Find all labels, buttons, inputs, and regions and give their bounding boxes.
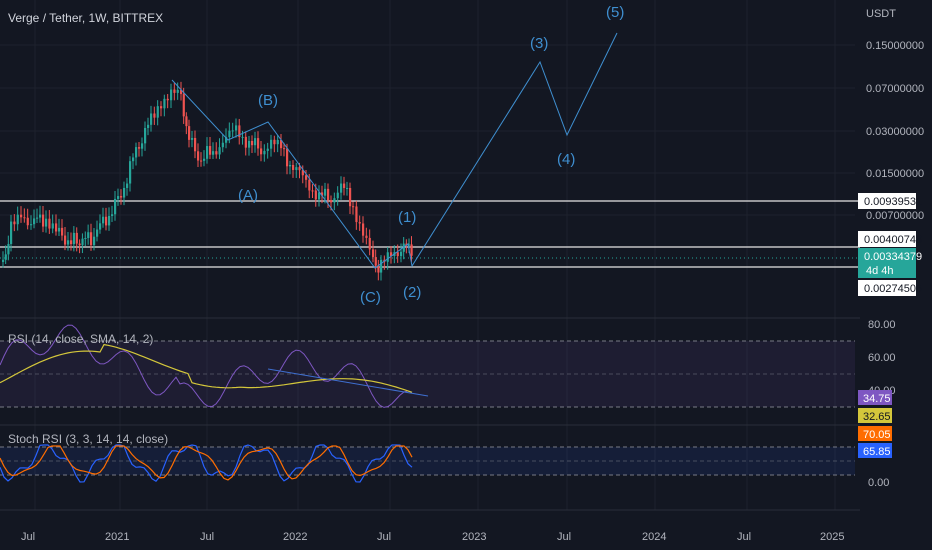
price-tag-level1: 0.00939531 (864, 196, 922, 208)
stoch-indicator-label[interactable]: Stoch RSI (3, 3, 14, 14, close) (8, 432, 169, 446)
wave-label-1: (1) (398, 209, 416, 226)
price-tag-level2-box (858, 231, 916, 247)
rsi-sma-tag: 32.65 (863, 411, 891, 423)
rsi-trendline[interactable] (267, 368, 429, 397)
rsi-value-tag: 34.75 (863, 393, 891, 405)
rsi-sma-tag-box (858, 408, 892, 423)
price-tick-4: 0.00700000 (866, 210, 924, 222)
price-tag-current-box (858, 248, 916, 278)
time-label-0: Jul (21, 531, 35, 543)
price-tag-level3-box (858, 280, 916, 296)
rsi-tick-60: 60.00 (868, 352, 896, 364)
time-label-8: Jul (737, 531, 751, 543)
wave-label-5: (5) (606, 4, 624, 21)
stoch-d-tag-box (858, 443, 892, 458)
wave-label-c: (C) (360, 289, 381, 306)
stoch-tick-0: 0.00 (868, 477, 889, 489)
wave-label-4: (4) (557, 151, 575, 168)
chart-title[interactable]: Verge / Tether, 1W, BITTREX (8, 11, 164, 25)
bar-countdown: 4d 4h (866, 265, 894, 277)
time-label-4: Jul (377, 531, 391, 543)
time-label-5: 2023 (462, 531, 486, 543)
price-tag-current: 0.00334379 (864, 251, 922, 263)
rsi-value-tag-box (858, 390, 892, 405)
time-label-2: Jul (200, 531, 214, 543)
wave-label-b: (B) (258, 92, 278, 109)
rsi-line (0, 324, 413, 408)
rsi-tick-80: 80.00 (868, 319, 896, 331)
wave-label-2: (2) (403, 284, 421, 301)
price-tag-level3: 0.00274505 (864, 283, 922, 295)
price-tag-level1-box (858, 193, 916, 209)
time-label-6: Jul (557, 531, 571, 543)
rsi-indicator-label[interactable]: RSI (14, close, SMA, 14, 2) (8, 332, 154, 346)
price-tick-2: 0.03000000 (866, 126, 924, 138)
price-tick-3: 0.01500000 (866, 168, 924, 180)
price-tick-0: 0.15000000 (866, 40, 924, 52)
wave-label-3: (3) (530, 35, 548, 52)
time-label-9: 2025 (820, 531, 844, 543)
stoch-d-line (0, 445, 413, 481)
time-label-1: 2021 (105, 531, 129, 543)
wave-label-a: (A) (238, 187, 258, 204)
price-tag-level2: 0.00400748 (864, 234, 922, 246)
price-tick-1: 0.07000000 (866, 83, 924, 95)
stoch-k-tag: 70.05 (863, 429, 891, 441)
elliott-wave-drawing[interactable] (171, 32, 618, 269)
stoch-d-tag: 65.85 (863, 446, 891, 458)
time-label-3: 2022 (283, 531, 307, 543)
time-label-7: 2024 (642, 531, 666, 543)
currency-label: USDT (866, 8, 896, 20)
stoch-k-tag-box (858, 426, 892, 441)
rsi-sma-line (0, 343, 413, 393)
